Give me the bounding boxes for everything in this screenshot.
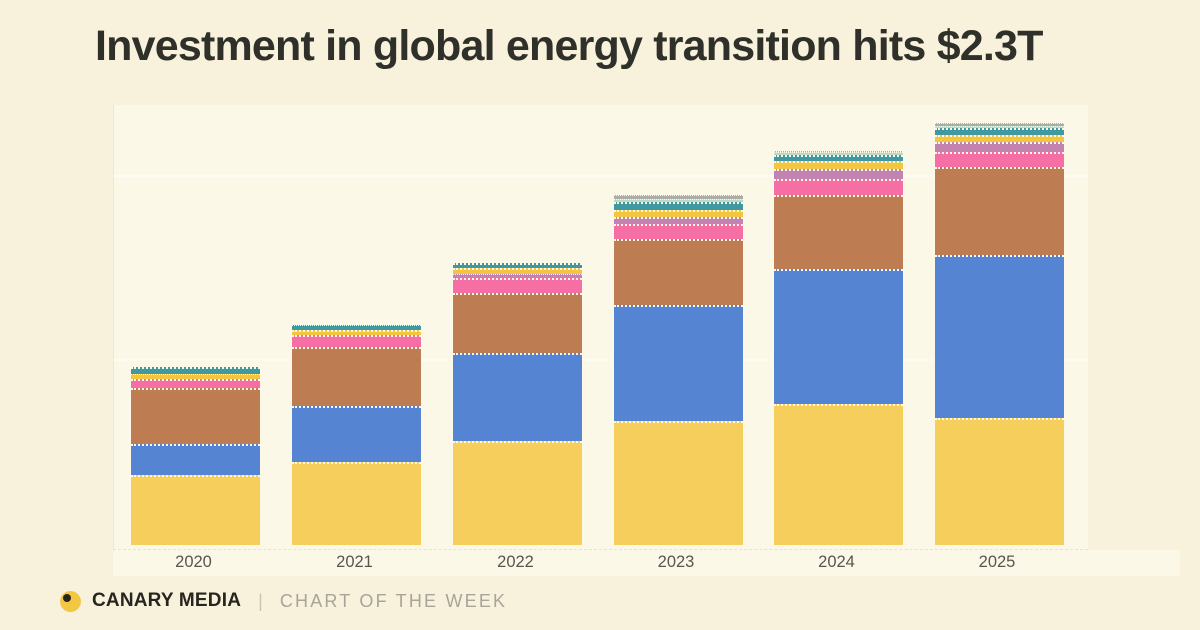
brand-name: CANARY MEDIA (92, 590, 242, 611)
segment-teal-2020 (131, 366, 260, 375)
segment-brown-2023 (613, 239, 743, 306)
segment-mint-2025 (934, 125, 1064, 128)
segment-pink-2021 (292, 335, 421, 348)
segment-pink-2020 (131, 379, 260, 389)
segment-blue-2020 (131, 444, 260, 476)
segment-brown-2022 (453, 292, 582, 354)
bar-2023 (612, 195, 744, 545)
segment-yellow-2025 (934, 418, 1064, 545)
segment-brown-2021 (292, 347, 421, 407)
bar-2025 (933, 122, 1065, 545)
segment-gold-2025 (934, 134, 1064, 143)
x-axis-label-2023: 2023 (657, 553, 695, 571)
segment-blue-2023 (613, 305, 743, 421)
segment-pink-2022 (453, 277, 582, 293)
segment-blue-2022 (453, 353, 582, 441)
segment-brown-2025 (934, 166, 1064, 255)
footer: CANARY MEDIA | CHART OF THE WEEK (60, 589, 507, 613)
segment-yellow-2020 (131, 475, 260, 545)
footer-tagline: CHART OF THE WEEK (279, 590, 508, 611)
segment-yellow-2022 (453, 440, 582, 545)
x-axis-band (113, 550, 1180, 576)
segment-yellow-2021 (292, 462, 421, 545)
segment-mauve-2023 (613, 216, 743, 224)
bar-2020 (130, 366, 261, 545)
x-axis-label-2020: 2020 (175, 553, 212, 571)
segment-teal-2021 (292, 324, 421, 330)
segment-teal-2022 (453, 262, 582, 269)
segment-brown-2020 (131, 388, 260, 445)
segment-brown-2024 (774, 194, 903, 270)
chart-title: Investment in global energy transition h… (95, 22, 1043, 70)
bar-2022 (452, 262, 583, 545)
segment-mauve-2025 (934, 142, 1064, 153)
segment-gold-2020 (131, 374, 260, 380)
segment-yellow-2023 (613, 420, 743, 545)
segment-gold-2023 (613, 209, 743, 217)
segment-gray-2023 (613, 195, 743, 199)
segment-mauve-2024 (774, 169, 903, 180)
plot-area (113, 105, 1088, 550)
bar-2021 (291, 324, 422, 545)
segment-mint-2024 (774, 152, 903, 155)
segment-yellow-2024 (774, 404, 903, 545)
segment-teal-2024 (774, 154, 903, 162)
segment-teal-2025 (934, 127, 1064, 135)
segment-blue-2025 (934, 254, 1064, 419)
segment-pink-2024 (774, 179, 903, 195)
x-axis-label-2024: 2024 (818, 553, 855, 571)
x-axis-label-2021: 2021 (336, 553, 373, 571)
segment-gold-2024 (774, 161, 903, 170)
segment-pink-2025 (934, 152, 1064, 167)
gridline-2T (114, 175, 1088, 177)
segment-gray-2025 (934, 122, 1064, 126)
segment-blue-2021 (292, 406, 421, 463)
canary-media-logo-icon (60, 590, 81, 612)
segment-teal-2023 (613, 202, 743, 210)
x-axis-label-2022: 2022 (497, 553, 534, 571)
segment-blue-2024 (774, 269, 903, 405)
segment-pink-2023 (613, 223, 743, 240)
x-axis-label-2025: 2025 (978, 553, 1016, 571)
segment-mauve-2022 (453, 274, 582, 278)
segment-gold-2021 (292, 329, 421, 336)
gridline-1T (114, 359, 1088, 361)
segment-gray-2024 (774, 150, 903, 153)
segment-mint-2023 (613, 198, 743, 203)
footer-divider-icon: | (258, 590, 263, 611)
logo-dot-icon (63, 593, 71, 602)
segment-gold-2022 (453, 268, 582, 275)
bar-2024 (773, 150, 904, 545)
